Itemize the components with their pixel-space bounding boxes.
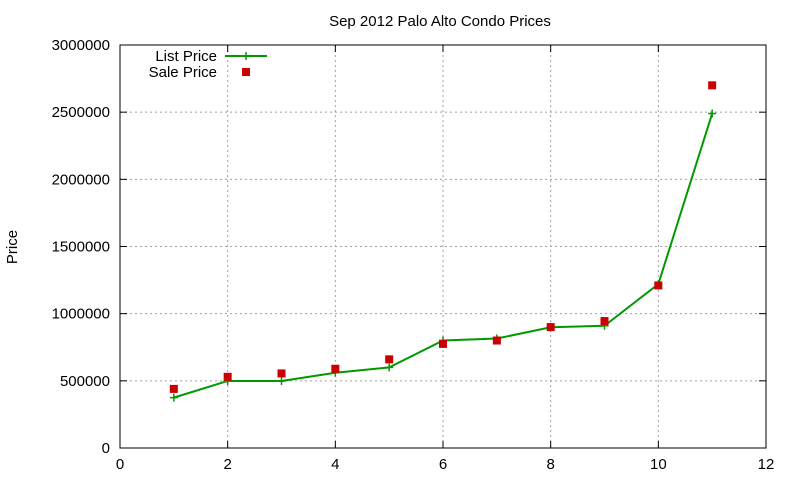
- y-tick-label: 0: [102, 440, 110, 457]
- y-tick-label: 1500000: [52, 239, 110, 256]
- sale-price-point: [654, 281, 663, 290]
- sale-price-point: [439, 339, 447, 348]
- sale-price-point: [546, 323, 555, 332]
- chart-title: Sep 2012 Palo Alto Condo Prices: [329, 13, 551, 30]
- grid: [120, 45, 766, 448]
- axis-ticks: 0 2 4 6 8 10 12 0 500000 1000000 1500000 2000000 250…: [52, 37, 775, 473]
- sale-price-point: [277, 369, 286, 378]
- x-tick-label: 12: [758, 456, 775, 473]
- x-tick-label: 2: [223, 456, 231, 473]
- x-tick-label: 10: [650, 456, 667, 473]
- x-tick-label: 0: [116, 456, 124, 473]
- y-axis-label: Price: [4, 230, 21, 264]
- sale-price-point: [708, 81, 717, 90]
- sale-price-point: [223, 372, 232, 381]
- y-tick-label: 1000000: [52, 306, 110, 323]
- x-tick-label: 6: [439, 456, 447, 473]
- y-tick-label: 2000000: [52, 171, 110, 188]
- series: [169, 81, 717, 402]
- list-price-point: [708, 109, 717, 118]
- legend-marker-list-price: [242, 52, 250, 60]
- sale-price-point: [600, 317, 609, 326]
- legend-label-list-price: List Price: [155, 48, 217, 65]
- sale-price-point: [169, 384, 178, 393]
- legend-marker-sale-price: [242, 68, 250, 76]
- sale-price-point: [385, 355, 394, 364]
- list-price-point: [169, 393, 178, 402]
- list-price-point: [277, 376, 286, 385]
- list-price-point: [385, 363, 394, 372]
- y-tick-label: 3000000: [52, 37, 110, 54]
- x-tick-label: 8: [546, 456, 554, 473]
- legend-label-sale-price: Sale Price: [149, 64, 217, 81]
- sale-price-point: [331, 364, 340, 373]
- y-tick-label: 2500000: [52, 104, 110, 121]
- y-tick-label: 500000: [60, 373, 110, 390]
- x-tick-label: 4: [331, 456, 339, 473]
- sale-price-point: [492, 336, 501, 345]
